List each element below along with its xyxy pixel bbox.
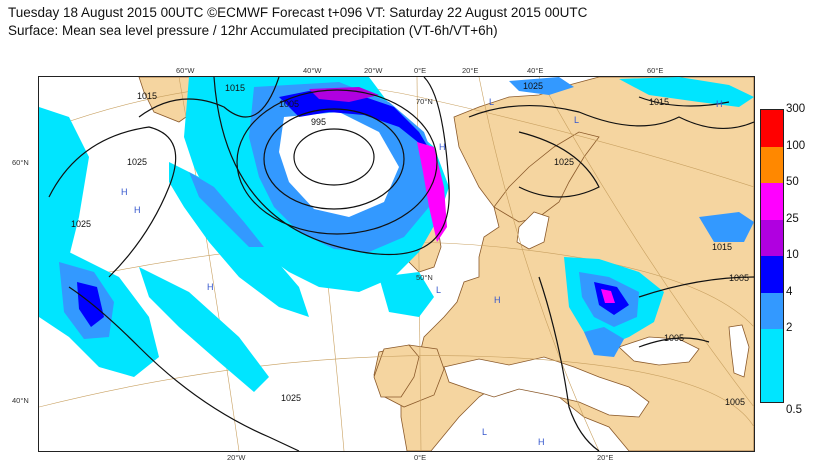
isobar-995 [293, 128, 375, 186]
isobar-1015-north [138, 77, 280, 118]
legend-label-0-5: 0.5 [786, 404, 802, 416]
centre-h-4: H [439, 142, 446, 152]
isobar-1006 [638, 337, 710, 348]
lat-label-60n: 60°N [12, 158, 29, 167]
legend-label-10: 10 [786, 249, 799, 261]
lon-label-0e: 0°E [414, 66, 427, 75]
isobar-label-1025-c: 1025 [523, 81, 544, 91]
legend-swatch-4 [761, 292, 783, 329]
isobar-label-1005-b: 1005 [729, 273, 750, 283]
legend-swatch-2 [761, 329, 783, 366]
precip-caspian-area [699, 212, 754, 242]
precip-shading [39, 77, 754, 392]
lon-label-bottom-20w: 20°W [227, 453, 246, 462]
precip-greece [584, 327, 624, 357]
isobar-1005 [236, 89, 438, 235]
centre-l-1: L [489, 97, 495, 107]
isobar-label-1015-d: 1015 [712, 242, 733, 252]
centre-h-6: H [716, 99, 723, 109]
legend-swatch-25 [761, 219, 783, 256]
isobars [48, 77, 754, 451]
lon-label-60w: 60°W [176, 66, 195, 75]
lon-label-60e: 60°E [647, 66, 664, 75]
legend-label-25: 25 [786, 213, 799, 225]
isobar-label-1005: 1005 [279, 99, 300, 109]
legend-swatch-50 [761, 183, 783, 220]
lat-label-40n: 40°N [12, 396, 29, 405]
centre-h-5: H [494, 295, 501, 305]
precip-russia-ne [619, 77, 754, 107]
centre-h-7: H [538, 437, 545, 447]
lon-label-40e: 40°E [527, 66, 544, 75]
isobar-label-1006: 1005 [664, 333, 685, 343]
lon-label-20e: 20°E [462, 66, 479, 75]
graticule [39, 77, 754, 451]
centre-l-3: L [436, 285, 442, 295]
isobar-1025-atlantic [68, 286, 300, 451]
isobar-1025-scandi [518, 131, 600, 198]
legend-swatch-100 [761, 146, 783, 183]
lon-label-40w: 40°W [303, 66, 322, 75]
forecast-map: 1015 1015 1025 1025 1005 995 1025 1025 1… [38, 76, 755, 452]
legend-swatch-10 [761, 256, 783, 293]
sea-caspian [728, 324, 750, 378]
lon-label-bottom-0e: 0°E [414, 453, 427, 462]
legend-label-100: 100 [786, 140, 806, 152]
isobar-label-1025-d: 1025 [554, 157, 575, 167]
precip-cyclone-core-white [279, 112, 399, 217]
forecast-title-line1: Tuesday 18 August 2015 00UTC ©ECMWF Fore… [8, 5, 588, 20]
lon-label-bottom-20e: 20°E [597, 453, 614, 462]
isobar-1025-west [48, 126, 177, 278]
centre-h-1: H [121, 187, 128, 197]
isobar-1015-east [638, 96, 730, 107]
sea-mediterranean [443, 356, 650, 418]
isobar-label-1025-a: 1025 [127, 157, 148, 167]
isobar-1010 [213, 77, 450, 255]
isobar-label-1025-b: 1025 [71, 219, 92, 229]
isobar-1005-east [638, 276, 754, 298]
isobar-label-1005-c: 1005 [725, 397, 746, 407]
precip-scandi-north [509, 77, 574, 95]
isobar-south [538, 276, 600, 451]
legend-swatch-05 [761, 365, 783, 402]
legend-label-2: 2 [786, 322, 793, 334]
legend-swatch-300 [761, 110, 783, 147]
isobar-europe-high [468, 104, 754, 130]
legend-label-300: 300 [786, 103, 806, 115]
isobar-label-1015-c: 1015 [649, 97, 670, 107]
precip-front-magenta [417, 142, 447, 242]
inland-seas [443, 211, 750, 418]
lon-label-20w: 20°W [364, 66, 383, 75]
centre-h-2: H [134, 205, 141, 215]
legend-label-50: 50 [786, 176, 799, 188]
isobar-label-995: 995 [311, 117, 327, 127]
land-iberia-ocean-sea [373, 344, 420, 398]
precip-southwest-heavy [77, 282, 104, 327]
isobar-label-1025-e: 1025 [281, 393, 302, 403]
precip-uk-scatter [379, 272, 434, 317]
isobar-label-1015-b: 1015 [225, 83, 246, 93]
precip-band-west-inner [189, 172, 264, 247]
centre-l-4: L [482, 427, 488, 437]
lat-label-70n: 70°N [416, 97, 433, 106]
map-canvas [39, 77, 754, 451]
sea-black [618, 336, 700, 366]
isobar-1000 [263, 108, 405, 210]
precip-front-heavy [279, 89, 434, 157]
precip-legend [760, 109, 784, 403]
forecast-title-line2: Surface: Mean sea level pressure / 12hr … [8, 23, 498, 38]
isobar-label-1015-a: 1015 [137, 91, 158, 101]
centre-h-3: H [207, 282, 214, 292]
legend-label-4: 4 [786, 286, 793, 298]
lat-label-50n: 50°N [416, 273, 433, 282]
centre-l-2: L [574, 115, 580, 125]
precip-southwest-trail [139, 267, 269, 392]
precip-balkans-magenta [601, 289, 615, 303]
sea-baltic [516, 211, 550, 250]
